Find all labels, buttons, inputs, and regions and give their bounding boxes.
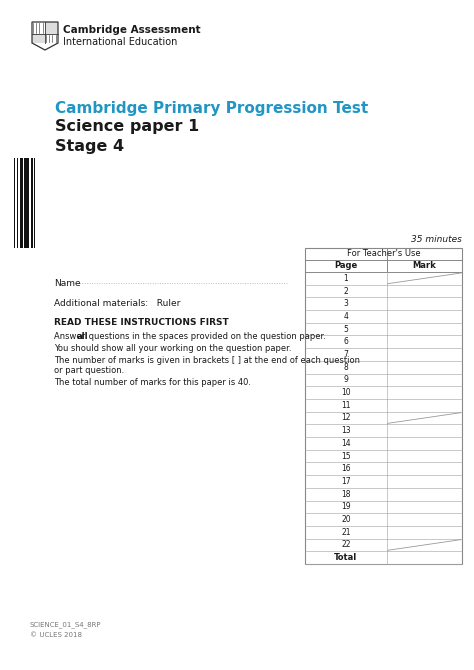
Text: 14: 14 — [341, 439, 351, 448]
Text: © UCLES 2018: © UCLES 2018 — [30, 632, 82, 638]
Text: 11: 11 — [341, 401, 351, 410]
Text: 18: 18 — [341, 490, 351, 498]
Text: Mark: Mark — [412, 261, 436, 271]
Text: 6: 6 — [343, 337, 348, 346]
Text: 20: 20 — [341, 515, 351, 524]
Text: Cambridge Primary Progression Test: Cambridge Primary Progression Test — [55, 100, 368, 115]
Text: 8: 8 — [344, 362, 348, 372]
Text: all: all — [76, 332, 88, 341]
Text: 17: 17 — [341, 477, 351, 486]
Bar — [20, 158, 21, 248]
Bar — [16, 158, 17, 248]
Text: SCIENCE_01_S4_8RP: SCIENCE_01_S4_8RP — [30, 622, 101, 628]
Text: For Teacher's Use: For Teacher's Use — [346, 249, 420, 259]
Text: 2: 2 — [344, 287, 348, 295]
Bar — [305, 248, 462, 564]
Bar — [32, 34, 45, 43]
Bar — [24, 158, 25, 248]
Bar — [31, 158, 32, 248]
Text: Total: Total — [334, 553, 357, 562]
Text: 7: 7 — [343, 350, 348, 359]
Text: You should show all your working on the question paper.: You should show all your working on the … — [54, 344, 292, 353]
Text: The number of marks is given in brackets [ ] at the end of each question: The number of marks is given in brackets… — [54, 356, 360, 365]
Text: Stage 4: Stage 4 — [55, 139, 124, 153]
Text: 4: 4 — [343, 312, 348, 321]
Text: 35 minutes: 35 minutes — [411, 235, 462, 245]
Text: 19: 19 — [341, 502, 351, 511]
Bar — [25, 158, 27, 248]
Text: Additional materials:   Ruler: Additional materials: Ruler — [54, 299, 181, 308]
Bar — [22, 158, 24, 248]
Text: Science paper 1: Science paper 1 — [55, 119, 199, 135]
Text: 16: 16 — [341, 464, 351, 473]
Text: Page: Page — [334, 261, 357, 271]
Text: International Education: International Education — [63, 37, 177, 47]
Text: 9: 9 — [343, 375, 348, 385]
Text: 12: 12 — [341, 413, 351, 423]
Bar — [28, 158, 29, 248]
Text: 5: 5 — [343, 325, 348, 334]
Text: 21: 21 — [341, 528, 351, 537]
Bar — [32, 158, 33, 248]
Text: 1: 1 — [344, 274, 348, 283]
Text: or part question.: or part question. — [54, 366, 124, 375]
Bar — [14, 158, 15, 248]
Bar — [17, 158, 18, 248]
Bar — [34, 158, 35, 248]
Text: Cambridge Assessment: Cambridge Assessment — [63, 25, 201, 35]
Text: Name: Name — [54, 279, 81, 287]
Bar — [21, 158, 22, 248]
Text: questions in the spaces provided on the question paper.: questions in the spaces provided on the … — [86, 332, 326, 341]
Bar — [45, 22, 58, 34]
Text: The total number of marks for this paper is 40.: The total number of marks for this paper… — [54, 378, 251, 387]
Text: 13: 13 — [341, 426, 351, 436]
Text: READ THESE INSTRUCTIONS FIRST: READ THESE INSTRUCTIONS FIRST — [54, 318, 229, 327]
Text: Answer: Answer — [54, 332, 88, 341]
Text: 22: 22 — [341, 541, 351, 549]
Text: 15: 15 — [341, 452, 351, 460]
Bar — [27, 158, 28, 248]
Text: 10: 10 — [341, 388, 351, 397]
Text: 3: 3 — [343, 299, 348, 308]
